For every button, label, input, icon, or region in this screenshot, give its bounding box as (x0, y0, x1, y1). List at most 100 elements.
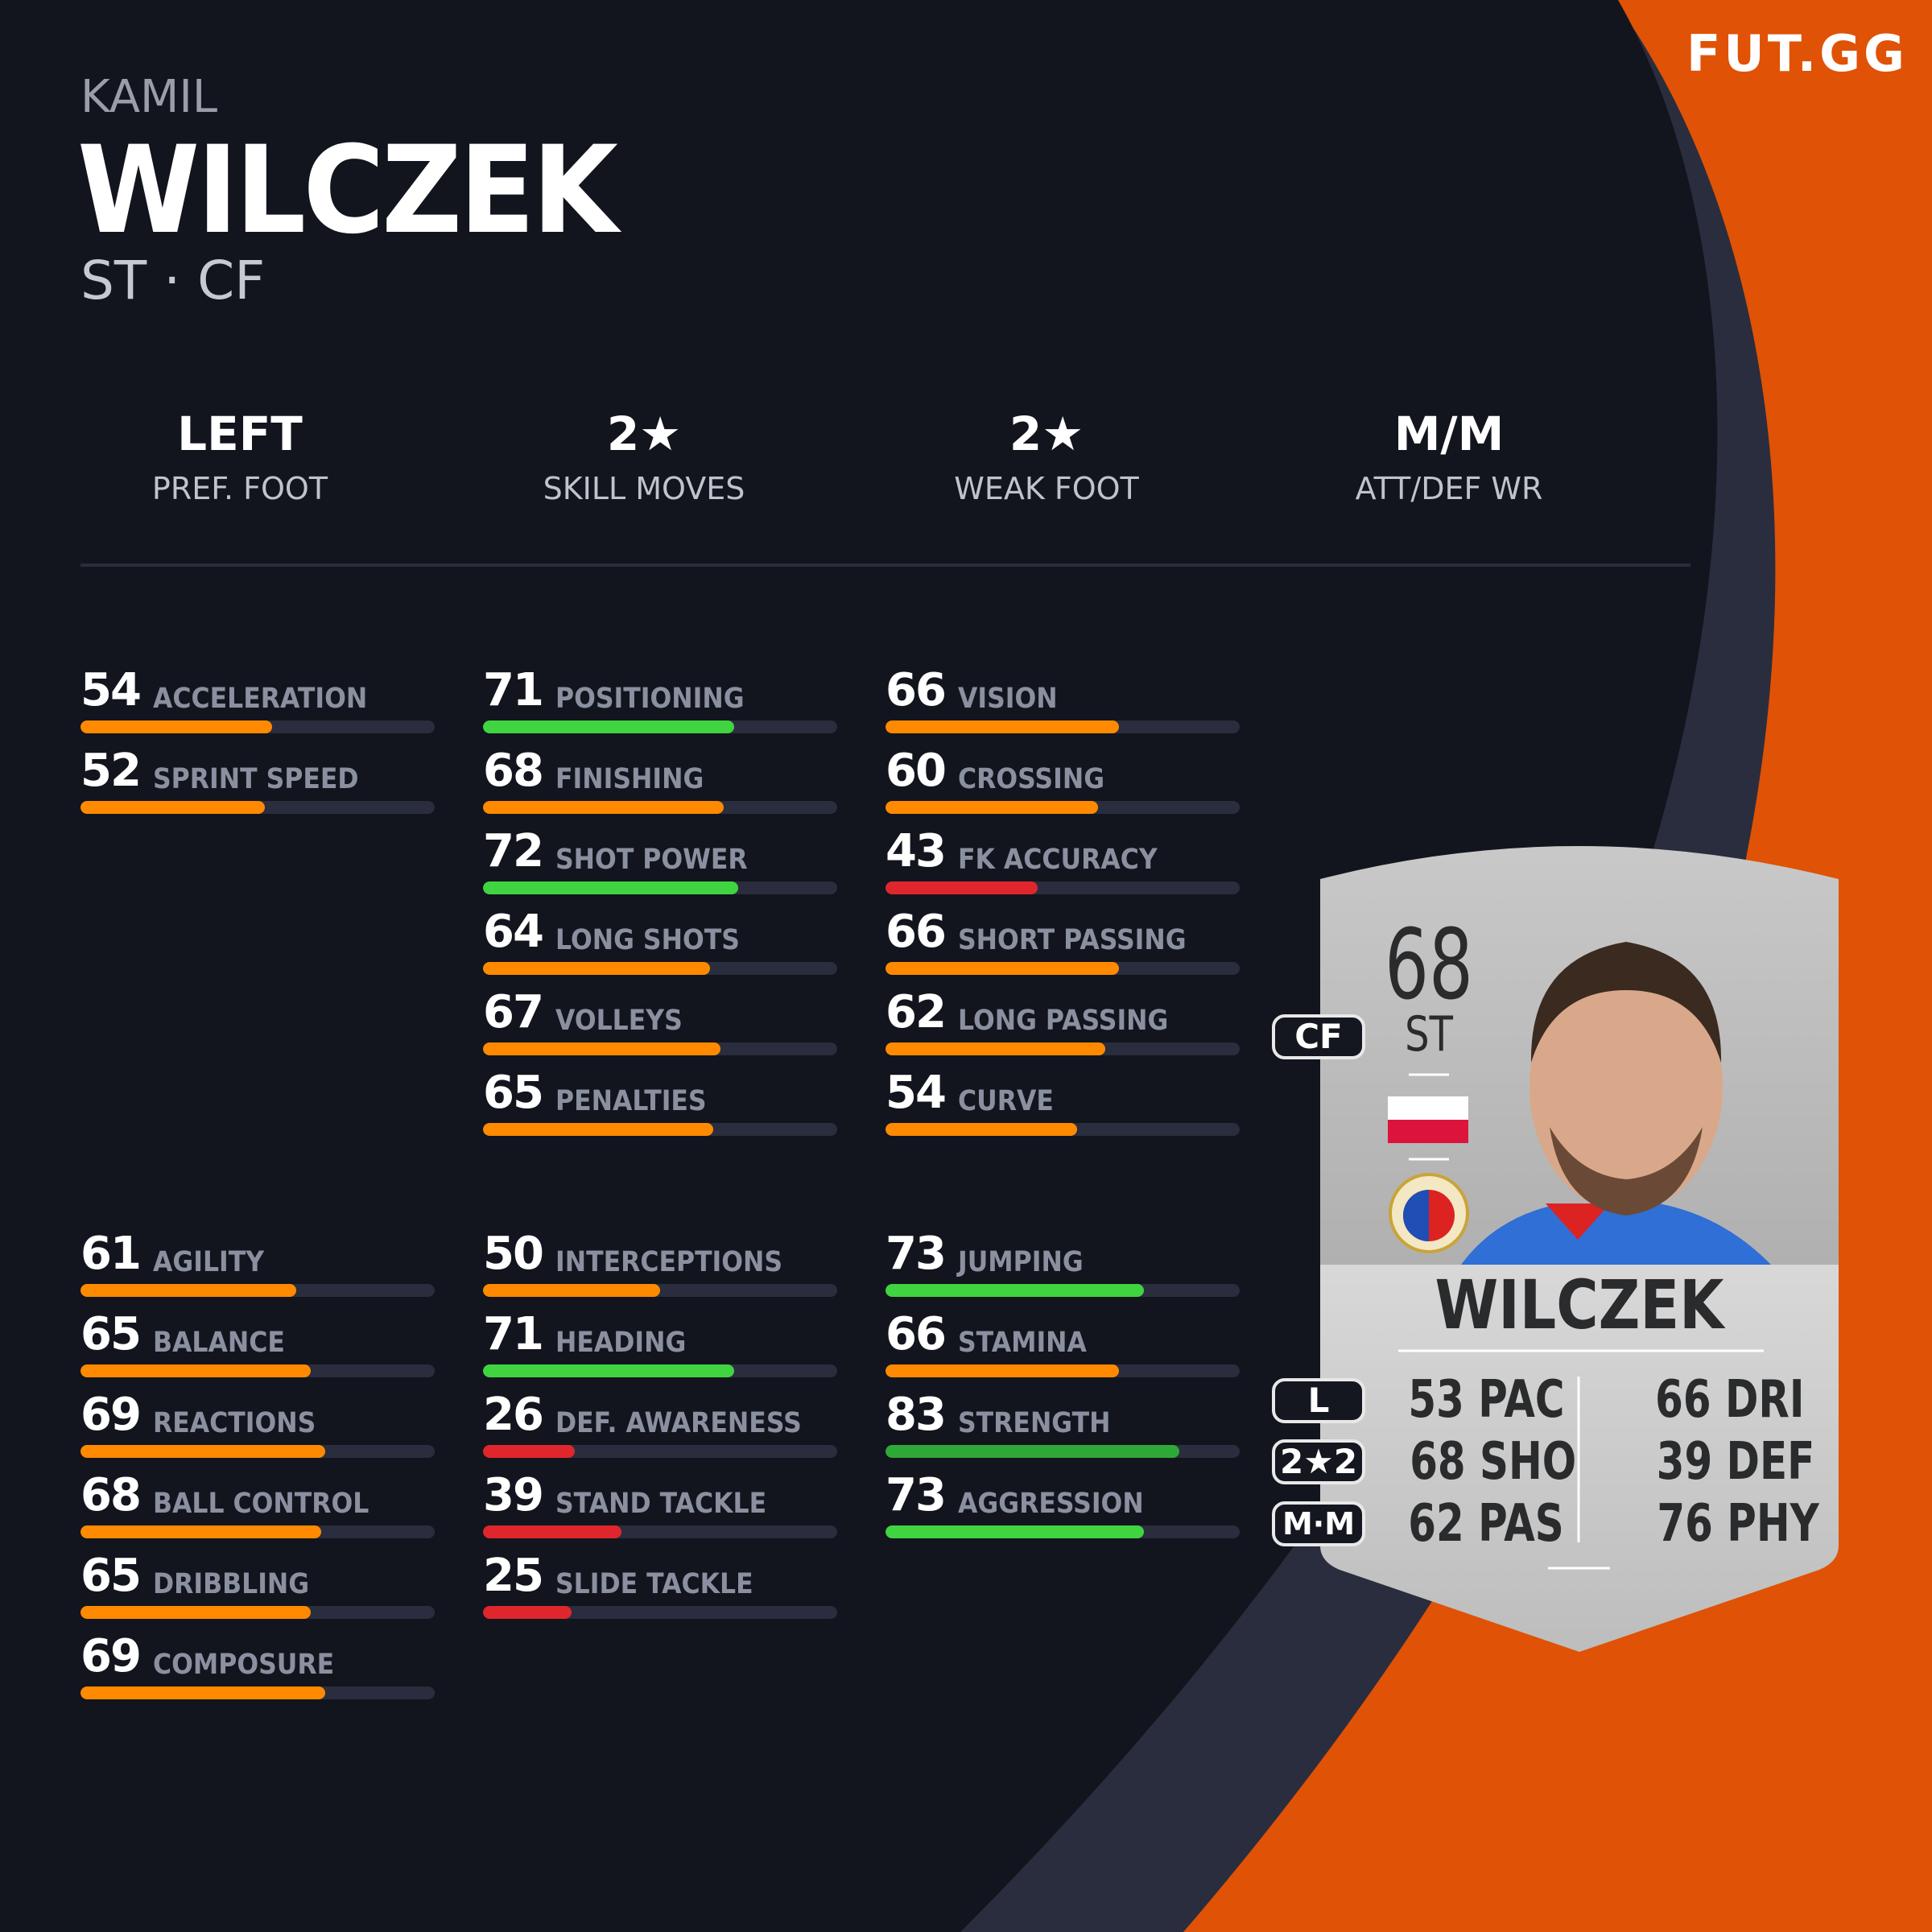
card-stat-def: 39 DEF (1657, 1432, 1814, 1492)
stat-bar-fill (483, 1525, 621, 1538)
stat-label: PAC (1478, 1370, 1565, 1430)
stat-long-passing: 62 LONG PASSING (886, 989, 1240, 1069)
player-card[interactable]: 68 ST WILCZEK (1320, 837, 1839, 1652)
poland-flag-icon (1388, 1096, 1468, 1143)
stat-bar-fill (886, 1042, 1105, 1055)
stat-value: 69 (80, 1630, 142, 1682)
stat-label: SPRINT SPEED (153, 763, 359, 795)
stat-balance: 65 BALANCE (80, 1311, 435, 1391)
stat-value: 66 (1655, 1370, 1711, 1430)
stat-bar-fill (886, 720, 1120, 733)
info-value: M/M (1393, 407, 1505, 461)
stat-value: 53 (1408, 1370, 1464, 1430)
info-work-rates: M/M ATT/DEF WR (1248, 407, 1650, 506)
stat-label: DEF. AWARENESS (555, 1407, 802, 1439)
stat-label: POSITIONING (555, 683, 745, 715)
stat-value: 65 (80, 1550, 142, 1602)
stat-bar-fill (483, 962, 710, 975)
stat-def-awareness: 26 DEF. AWARENESS (483, 1391, 837, 1472)
player-photo (1461, 942, 1771, 1265)
stat-jumping: 73 JUMPING (886, 1230, 1240, 1311)
stat-bar-track (886, 1042, 1240, 1055)
stat-bar-fill (80, 720, 272, 733)
stat-label: PENALTIES (555, 1085, 707, 1117)
stat-bar-fill (886, 1445, 1180, 1458)
club-crest-icon (1389, 1173, 1469, 1253)
stat-bar-track (483, 881, 837, 894)
info-weak-foot: 2★ WEAK FOOT (845, 407, 1248, 506)
stat-bar-fill (886, 962, 1120, 975)
stat-label: COMPOSURE (153, 1649, 335, 1681)
stat-agility: 61 AGILITY (80, 1230, 435, 1311)
info-skill-moves: 2★ SKILL MOVES (443, 407, 845, 506)
stat-bar-fill (483, 801, 724, 814)
card-stat-pac: 53 PAC (1408, 1370, 1564, 1430)
stat-bar-track (483, 1525, 837, 1538)
stat-bar-track (886, 1284, 1240, 1297)
stat-bar-fill (483, 1123, 713, 1136)
stat-bar-track (80, 1525, 435, 1538)
stat-bar-fill (80, 1686, 325, 1699)
stat-value: 65 (80, 1308, 142, 1360)
stat-value: 71 (483, 664, 544, 716)
stat-ball-control: 68 BALL CONTROL (80, 1472, 435, 1552)
stat-label: ACCELERATION (153, 683, 368, 715)
info-value: LEFT (177, 407, 303, 461)
stat-curve: 54 CURVE (886, 1069, 1240, 1150)
stat-stand-tackle: 39 STAND TACKLE (483, 1472, 837, 1552)
info-label: SKILL MOVES (543, 471, 745, 506)
stat-bar-track (886, 720, 1240, 733)
player-last-name: WILCZEK (77, 121, 618, 261)
stat-value: 61 (80, 1228, 142, 1280)
fut-gg-logo[interactable]: FUT.GG (1686, 24, 1908, 83)
stat-positioning: 71 POSITIONING (483, 667, 837, 747)
stat-value: 54 (886, 1067, 947, 1119)
alt-position-badge: CF (1272, 1014, 1365, 1059)
stat-label: AGILITY (153, 1246, 265, 1278)
stat-bar-fill (80, 1284, 297, 1297)
stat-strength: 83 STRENGTH (886, 1391, 1240, 1472)
stat-label: LONG SHOTS (555, 924, 740, 956)
stat-label: SLIDE TACKLE (555, 1568, 753, 1600)
info-label: PREF. FOOT (151, 471, 328, 506)
divider (80, 564, 1690, 567)
stat-value: 68 (80, 1469, 142, 1521)
stat-label: CURVE (958, 1085, 1054, 1117)
stat-interceptions: 50 INTERCEPTIONS (483, 1230, 837, 1311)
stat-bar-track (886, 881, 1240, 894)
stat-bar-fill (886, 1123, 1077, 1136)
stat-bar-track (80, 801, 435, 814)
stat-value: 62 (1408, 1494, 1464, 1554)
stat-label: SHO (1480, 1432, 1577, 1492)
stat-label: LONG PASSING (958, 1005, 1169, 1037)
stat-value: 66 (886, 664, 947, 716)
stat-value: 68 (1410, 1432, 1466, 1492)
stat-composure: 69 COMPOSURE (80, 1633, 435, 1713)
stat-bar-fill (483, 1606, 572, 1619)
stat-label: BALANCE (153, 1327, 285, 1359)
stat-shot-power: 72 SHOT POWER (483, 828, 837, 908)
stat-finishing: 68 FINISHING (483, 747, 837, 828)
stat-value: 39 (1656, 1432, 1713, 1492)
stat-volleys: 67 VOLLEYS (483, 989, 837, 1069)
stat-label: VOLLEYS (555, 1005, 683, 1037)
stat-short-passing: 66 SHORT PASSING (886, 908, 1240, 989)
stat-bar-track (80, 1686, 435, 1699)
stat-bar-track (483, 962, 837, 975)
stat-sprint-speed: 52 SPRINT SPEED (80, 747, 435, 828)
stat-value: 25 (483, 1550, 544, 1602)
stat-bar-track (886, 1364, 1240, 1377)
work-rate-badge: M·M (1272, 1501, 1365, 1546)
stat-value: 64 (483, 906, 544, 958)
stat-bar-fill (483, 720, 735, 733)
stat-vision: 66 VISION (886, 667, 1240, 747)
card-rating: 68 (1385, 908, 1473, 1021)
stat-penalties: 65 PENALTIES (483, 1069, 837, 1150)
stat-value: 83 (886, 1389, 947, 1441)
stat-value: 39 (483, 1469, 544, 1521)
card-stat-dri: 66 DRI (1655, 1370, 1804, 1430)
stat-bar-fill (80, 1525, 322, 1538)
info-pref-foot: LEFT PREF. FOOT (39, 407, 441, 506)
stat-bar-track (483, 1364, 837, 1377)
stat-dribbling: 65 DRIBBLING (80, 1552, 435, 1633)
